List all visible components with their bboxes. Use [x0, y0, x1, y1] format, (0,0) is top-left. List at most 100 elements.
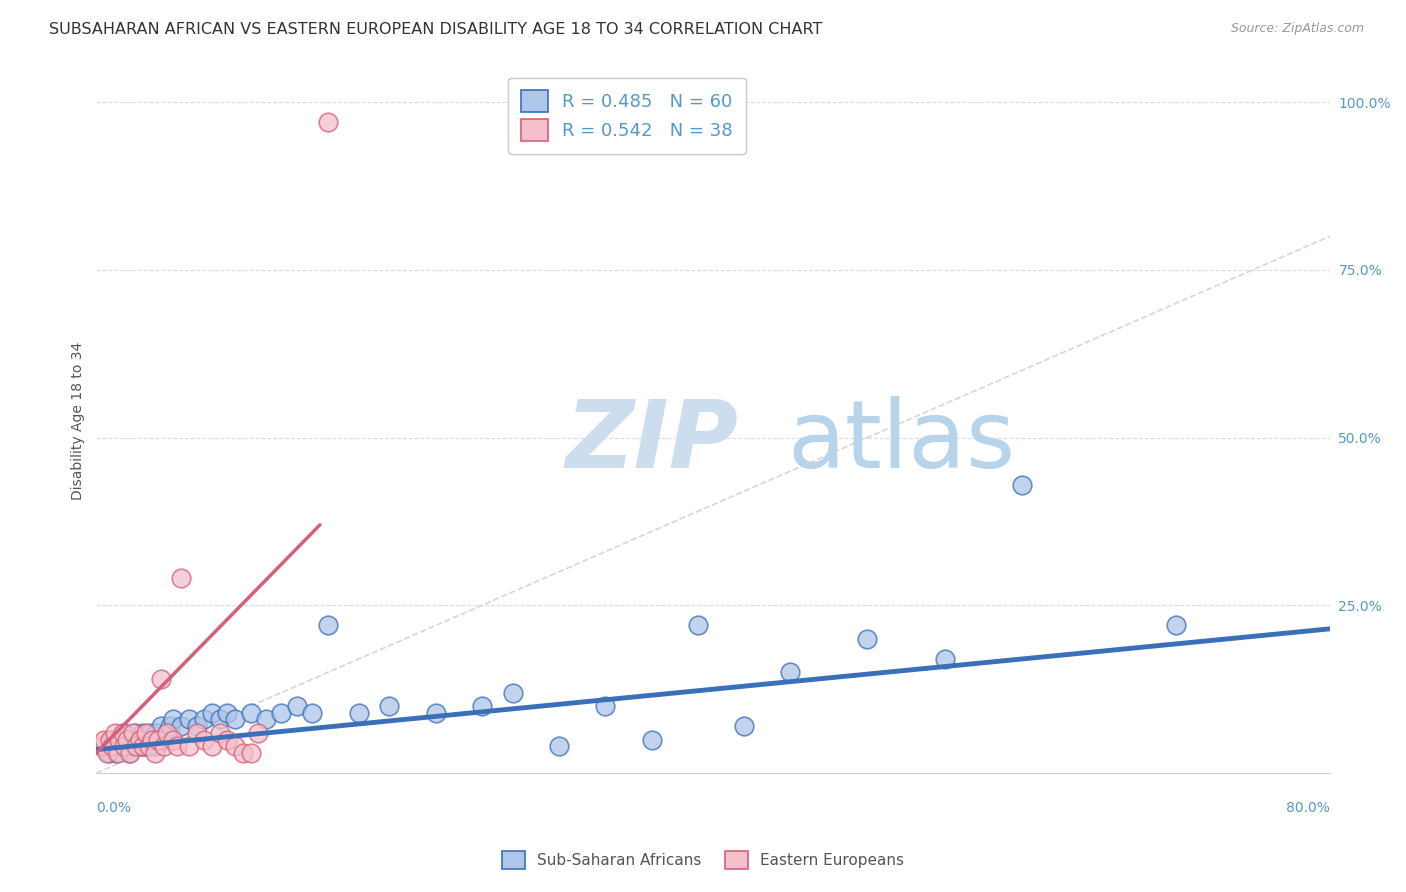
Point: [502, 685, 524, 699]
Point: [186, 726, 208, 740]
Text: SUBSAHARAN AFRICAN VS EASTERN EUROPEAN DISABILITY AGE 18 TO 34 CORRELATION CHART: SUBSAHARAN AFRICAN VS EASTERN EUROPEAN D…: [49, 22, 823, 37]
Legend: Sub-Saharan Africans, Eastern Europeans: Sub-Saharan Africans, Eastern Europeans: [496, 845, 910, 875]
Point: [139, 726, 162, 740]
Point: [122, 739, 145, 754]
Point: [301, 706, 323, 720]
Point: [201, 706, 224, 720]
Text: atlas: atlas: [787, 396, 1015, 488]
Point: [208, 713, 231, 727]
Point: [141, 732, 163, 747]
Point: [122, 726, 145, 740]
Point: [378, 698, 401, 713]
Point: [1011, 477, 1033, 491]
Point: [97, 746, 120, 760]
Point: [217, 706, 239, 720]
Point: [136, 739, 159, 754]
Point: [114, 739, 136, 754]
Point: [153, 732, 176, 747]
Point: [733, 719, 755, 733]
Point: [124, 726, 146, 740]
Point: [239, 706, 262, 720]
Point: [270, 706, 292, 720]
Point: [153, 739, 176, 754]
Legend: R = 0.485   N = 60, R = 0.542   N = 38: R = 0.485 N = 60, R = 0.542 N = 38: [508, 78, 745, 154]
Point: [156, 726, 179, 740]
Point: [166, 739, 188, 754]
Point: [779, 665, 801, 680]
Point: [108, 732, 131, 747]
Point: [120, 746, 142, 760]
Point: [224, 739, 246, 754]
Point: [686, 618, 709, 632]
Point: [105, 746, 128, 760]
Point: [640, 732, 662, 747]
Point: [125, 739, 148, 754]
Point: [471, 698, 494, 713]
Point: [254, 713, 277, 727]
Point: [112, 726, 135, 740]
Text: Source: ZipAtlas.com: Source: ZipAtlas.com: [1230, 22, 1364, 36]
Point: [129, 739, 152, 754]
Point: [128, 732, 150, 747]
Point: [170, 572, 193, 586]
Y-axis label: Disability Age 18 to 34: Disability Age 18 to 34: [72, 342, 86, 500]
Text: ZIP: ZIP: [565, 396, 738, 488]
Point: [104, 726, 127, 740]
Point: [118, 746, 141, 760]
Point: [135, 726, 157, 740]
Point: [217, 732, 239, 747]
Point: [156, 726, 179, 740]
Point: [170, 719, 193, 733]
Point: [177, 739, 200, 754]
Point: [138, 739, 160, 754]
Point: [93, 732, 115, 747]
Point: [146, 732, 169, 747]
Point: [162, 713, 184, 727]
Point: [193, 732, 215, 747]
Point: [131, 726, 153, 740]
Text: 80.0%: 80.0%: [1286, 801, 1330, 815]
Point: [115, 732, 138, 747]
Point: [115, 732, 138, 747]
Point: [100, 732, 122, 747]
Point: [104, 739, 127, 754]
Point: [193, 713, 215, 727]
Point: [90, 739, 112, 754]
Point: [159, 719, 181, 733]
Point: [347, 706, 370, 720]
Point: [208, 726, 231, 740]
Point: [108, 732, 131, 747]
Point: [1164, 618, 1187, 632]
Point: [135, 732, 157, 747]
Point: [141, 732, 163, 747]
Point: [143, 739, 166, 754]
Point: [856, 632, 879, 646]
Point: [134, 739, 156, 754]
Point: [224, 713, 246, 727]
Point: [145, 726, 167, 740]
Point: [177, 713, 200, 727]
Point: [593, 698, 616, 713]
Point: [111, 726, 134, 740]
Point: [425, 706, 447, 720]
Point: [128, 732, 150, 747]
Point: [125, 739, 148, 754]
Point: [131, 739, 153, 754]
Point: [934, 652, 956, 666]
Point: [107, 746, 129, 760]
Point: [96, 746, 118, 760]
Point: [143, 746, 166, 760]
Point: [98, 732, 121, 747]
Point: [232, 746, 254, 760]
Point: [146, 732, 169, 747]
Point: [100, 739, 122, 754]
Point: [186, 719, 208, 733]
Point: [201, 739, 224, 754]
Point: [316, 618, 339, 632]
Point: [120, 732, 142, 747]
Point: [239, 746, 262, 760]
Text: 0.0%: 0.0%: [97, 801, 131, 815]
Point: [285, 698, 308, 713]
Point: [93, 739, 115, 754]
Point: [548, 739, 571, 754]
